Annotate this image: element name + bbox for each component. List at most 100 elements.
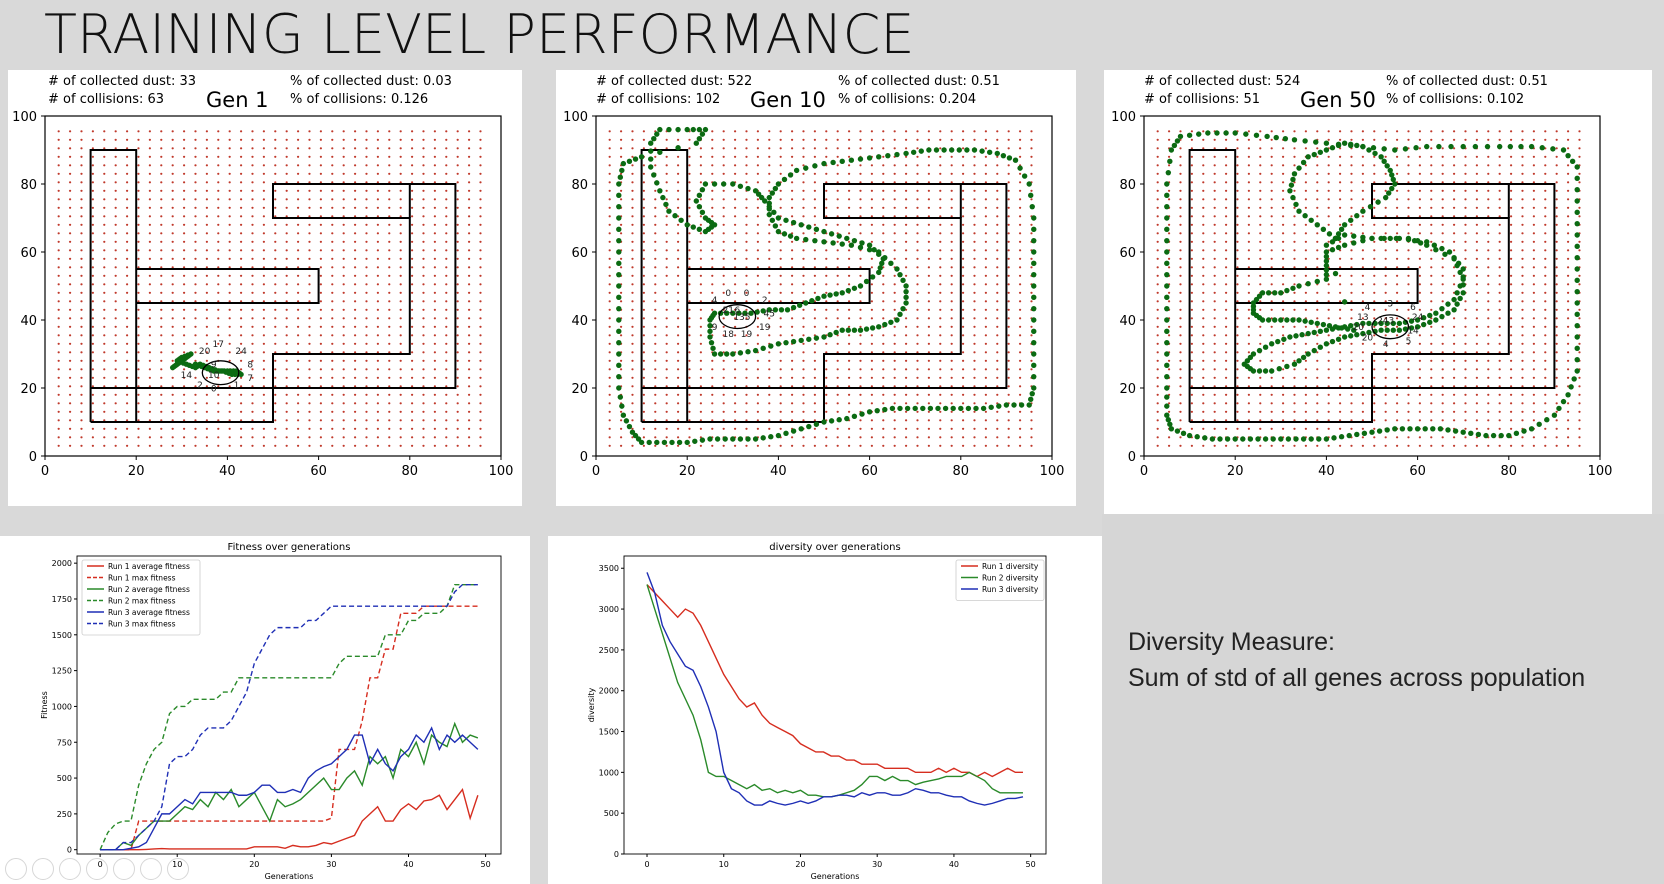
dust-point [1532, 172, 1535, 175]
dust-point [665, 232, 668, 235]
dust-point [365, 402, 368, 405]
dust-point [1361, 291, 1364, 294]
robot-path-point [619, 167, 625, 174]
dust-point [722, 410, 725, 413]
robot-path-point [760, 345, 766, 352]
dust-point [342, 266, 345, 269]
dust-point [422, 172, 425, 175]
robot-path-point [1017, 165, 1023, 171]
dust-point [836, 249, 839, 252]
dust-point [217, 436, 220, 439]
dust-point [665, 427, 668, 430]
dust-point [1464, 419, 1467, 422]
dust-point [779, 172, 782, 175]
dust-point [756, 155, 759, 158]
dust-point [756, 291, 759, 294]
dust-point [1304, 266, 1307, 269]
dust-point [399, 189, 402, 192]
dust-point [1418, 232, 1421, 235]
dust-point [1190, 206, 1193, 209]
dust-point [194, 393, 197, 396]
dust-point [1327, 198, 1330, 201]
robot-path-point [1031, 317, 1037, 323]
dust-point [825, 181, 828, 184]
robot-path-point [1451, 307, 1457, 313]
dust-point [456, 223, 459, 226]
dust-point [950, 138, 953, 141]
dust-point [467, 351, 471, 354]
dust-point [847, 300, 851, 303]
dust-point [927, 266, 930, 269]
dust-point [1418, 155, 1421, 158]
dust-point [1430, 198, 1433, 201]
dust-point [399, 164, 402, 167]
dust-point [1007, 325, 1010, 328]
dust-point [479, 419, 482, 422]
dust-point [160, 215, 163, 218]
dust-point [467, 181, 471, 184]
dust-point [376, 427, 379, 430]
dust-point [160, 249, 163, 252]
dust-point [388, 249, 391, 252]
dust-point [916, 419, 919, 422]
dust-point [779, 334, 782, 337]
dust-point [1521, 240, 1524, 243]
dust-point [1509, 402, 1513, 405]
dust-point [1259, 444, 1262, 447]
dust-point [342, 189, 345, 192]
dust-point [1316, 291, 1319, 294]
dust-point [790, 436, 794, 439]
dust-point [1304, 147, 1307, 150]
dust-point [733, 240, 737, 243]
dust-point [1532, 351, 1535, 354]
dust-point [790, 325, 794, 328]
dust-point [1213, 283, 1216, 286]
dust-point [331, 436, 334, 439]
dust-point [171, 155, 174, 158]
dust-point [285, 223, 288, 226]
dust-point [1236, 351, 1239, 354]
dust-point [733, 368, 737, 371]
dust-point [688, 342, 691, 345]
dust-point [1407, 232, 1410, 235]
dust-point [642, 317, 645, 320]
dust-point [1236, 368, 1239, 371]
dust-point [285, 155, 288, 158]
dust-point [1555, 444, 1558, 447]
dust-point [904, 266, 908, 269]
dust-point [228, 206, 231, 209]
dust-point [103, 376, 106, 379]
robot-path-point [1316, 436, 1322, 442]
dust-point [217, 419, 220, 422]
dust-point [768, 274, 771, 277]
dust-point [882, 368, 885, 371]
dust-point [1167, 410, 1171, 413]
dust-point [1247, 427, 1250, 430]
robot-path-point [696, 192, 703, 199]
dust-point [859, 436, 862, 439]
dust-point [285, 172, 288, 175]
dust-point [1418, 138, 1421, 141]
dust-point [467, 147, 471, 150]
dust-point [1361, 266, 1364, 269]
dust-point [1338, 130, 1342, 133]
dust-point [950, 351, 953, 354]
dust-point [745, 249, 748, 252]
robot-path-point [1165, 417, 1172, 423]
dust-point [262, 147, 265, 150]
dust-point [422, 351, 425, 354]
sensor-label: 10 [208, 371, 220, 381]
dust-point [1293, 385, 1296, 388]
dust-point [1498, 232, 1501, 235]
dust-point [642, 393, 645, 396]
dust-point [353, 172, 357, 175]
robot-path-point [1507, 143, 1514, 150]
dust-point [274, 368, 277, 371]
dust-point [1259, 215, 1262, 218]
dust-point [1384, 274, 1387, 277]
robot-path-point [1264, 133, 1270, 140]
robot-path-point [798, 222, 804, 228]
dust-point [654, 155, 657, 158]
dust-point [722, 376, 725, 379]
dust-point [1350, 419, 1353, 422]
